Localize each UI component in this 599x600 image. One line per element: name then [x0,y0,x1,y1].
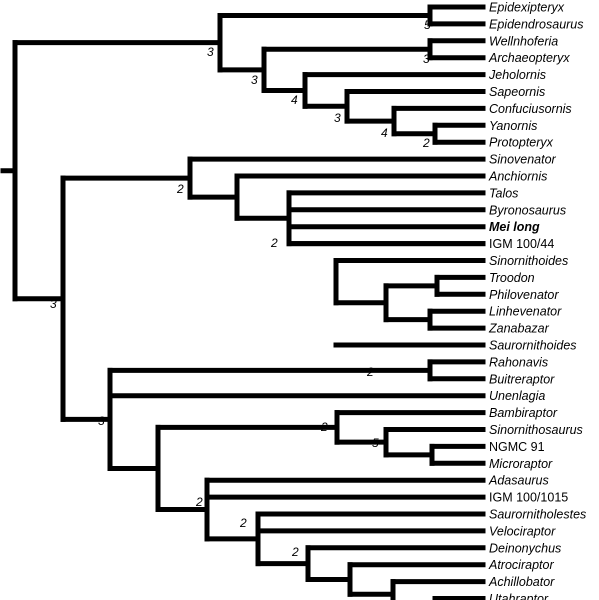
taxon-label: Protopteryx [489,136,554,150]
taxon-label: NGMC 91 [489,440,545,454]
support-value: 3 [251,73,258,87]
taxon-label: Talos [489,186,518,200]
support-value: 2 [239,516,247,530]
taxon-label: Sinornithosaurus [489,423,583,437]
taxon-label: Rahonavis [489,355,548,369]
support-value: 3 [423,52,430,66]
support-value: 2 [270,236,278,250]
taxon-label: Atrociraptor [488,558,554,572]
taxon-label: Saurornithoides [489,339,577,353]
taxon-label: Byronosaurus [489,203,566,217]
support-value: 3 [98,414,105,428]
taxon-label: Linhevenator [489,305,562,319]
taxon-label: Mei long [489,220,540,234]
taxon-label: Epidexipteryx [489,1,565,15]
tree-branches [0,4,486,600]
support-value: 2 [291,545,299,559]
taxon-label: Bambiraptor [489,406,558,420]
taxon-label: Velociraptor [489,524,556,538]
taxon-label: Jeholornis [488,68,546,82]
taxon-label: Saurornitholestes [489,508,586,522]
taxon-label: Microraptor [489,457,553,471]
support-value: 4 [381,126,388,140]
support-value: 3 [50,297,57,311]
support-value: 2 [422,136,430,150]
taxon-label: Deinonychus [489,541,561,555]
taxon-label: Utahraptor [489,592,549,600]
taxon-label: Archaeopteryx [488,51,570,65]
taxon-label: Sinornithoides [489,254,568,268]
support-value: 2 [176,182,184,196]
taxon-label: Unenlagia [489,389,545,403]
support-values: 5 3 3 3 4 3 4 2 2 2 3 2 3 2 5 2 2 2 [50,18,431,559]
taxon-label: Troodon [489,271,535,285]
support-value: 5 [372,436,379,450]
taxon-label: Buitreraptor [489,372,555,386]
taxon-label: Confuciusornis [489,102,572,116]
support-value: 3 [334,111,341,125]
support-value: 5 [424,18,431,32]
taxon-label: IGM 100/44 [489,237,554,251]
support-value: 2 [366,365,374,379]
taxon-label: Wellnhoferia [489,34,558,48]
taxon-label: Achillobator [488,575,555,589]
support-value: 2 [320,420,328,434]
taxon-label: Philovenator [489,288,559,302]
taxon-label: Epidendrosaurus [489,17,584,31]
taxon-labels: Epidexipteryx Epidendrosaurus Wellnhoferia… [488,1,586,600]
taxon-label: Sinovenator [489,153,557,167]
taxon-label: Adasaurus [488,474,549,488]
support-value: 4 [291,93,298,107]
taxon-label: Sapeornis [489,85,545,99]
support-value: 3 [207,45,214,59]
support-value: 2 [195,495,203,509]
taxon-label: Zanabazar [488,322,550,336]
taxon-label: Anchiornis [488,170,547,184]
taxon-label: IGM 100/1015 [489,491,568,505]
taxon-label: Yanornis [489,119,537,133]
